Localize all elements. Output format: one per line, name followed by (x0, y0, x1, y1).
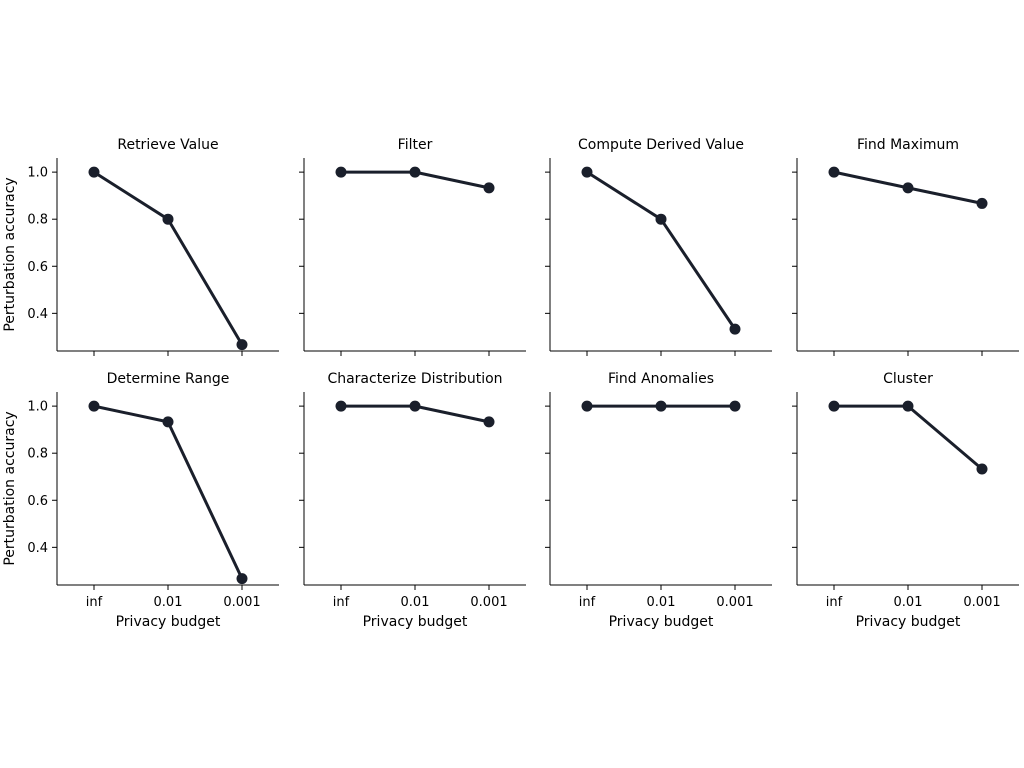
subplot-8-point (902, 400, 914, 412)
subplot-8-point (828, 400, 840, 412)
subplot-1-ytick-label: 1.0 (27, 166, 48, 181)
subplot-8-point (976, 463, 988, 475)
subplot-7-point (655, 400, 667, 412)
subplot-2-point (335, 166, 347, 178)
subplot-7-point (729, 400, 741, 412)
subplot-3-point (729, 323, 741, 335)
subplot-3-point (581, 166, 593, 178)
subplot-6-point (483, 416, 495, 428)
subplot-7-point (581, 400, 593, 412)
subplot-6-point (409, 400, 421, 412)
subplot-1-point (162, 213, 174, 225)
subplot-5-ylabel: Perturbation accuracy (2, 411, 18, 565)
subplot-5-ytick-label: 1.0 (27, 400, 48, 415)
subplot-2-point (483, 182, 495, 194)
subplot-5-ytick-label: 0.8 (27, 447, 48, 462)
subplot-6-xtick-label: 0.001 (470, 595, 507, 610)
subplot-7-xtick-label: 0.01 (647, 595, 676, 610)
subplot-1-ylabel: Perturbation accuracy (2, 177, 18, 331)
subplot-8-xtick-label: inf (826, 595, 843, 610)
subplot-4-point (828, 166, 840, 178)
subplot-1-ytick-label: 0.8 (27, 213, 48, 228)
subplot-8-xtick-label: 0.001 (963, 595, 1000, 610)
subplot-4-point (902, 182, 914, 194)
subplot-1-title: Retrieve Value (117, 137, 218, 153)
subplot-2-point (409, 166, 421, 178)
subplot-6-point (335, 400, 347, 412)
subplot-7-xtick-label: 0.001 (716, 595, 753, 610)
subplot-1-ytick-label: 0.6 (27, 260, 48, 275)
subplot-1-point (88, 166, 100, 178)
subplot-7-xlabel: Privacy budget (609, 614, 714, 630)
subplot-7-title: Find Anomalies (608, 371, 714, 387)
subplot-8-xtick-label: 0.01 (894, 595, 923, 610)
subplot-7-xtick-label: inf (579, 595, 596, 610)
subplot-5-point (162, 416, 174, 428)
subplot-6-xlabel: Privacy budget (363, 614, 468, 630)
subplot-5-point (236, 573, 248, 585)
subplot-5-xtick-label: inf (86, 595, 103, 610)
subplot-8-title: Cluster (883, 371, 933, 387)
subplot-1-point (236, 339, 248, 351)
subplot-5-xtick-label: 0.01 (154, 595, 183, 610)
subplot-5-series-line (93, 404, 244, 580)
subplot-1-ytick-label: 0.4 (27, 307, 48, 322)
subplot-1-series-line (93, 170, 244, 346)
subplot-5-point (88, 400, 100, 412)
subplot-5-ytick-label: 0.6 (27, 494, 48, 509)
subplot-3-title: Compute Derived Value (578, 137, 744, 153)
subplot-4-title: Find Maximum (857, 137, 959, 153)
subplot-5-xlabel: Privacy budget (116, 614, 221, 630)
subplot-3-series-line (586, 170, 737, 330)
subplot-5-ytick-label: 0.4 (27, 541, 48, 556)
subplot-6-xtick-label: 0.01 (401, 595, 430, 610)
subplot-4-point (976, 197, 988, 209)
subplot-6-xtick-label: inf (333, 595, 350, 610)
subplot-2-title: Filter (398, 137, 433, 153)
subplot-5-xtick-label: 0.001 (223, 595, 260, 610)
subplot-8-series-line (834, 404, 983, 471)
subplot-6-title: Characterize Distribution (327, 371, 502, 387)
subplot-5-title: Determine Range (107, 371, 230, 387)
subplot-3-point (655, 213, 667, 225)
subplot-8-xlabel: Privacy budget (856, 614, 961, 630)
